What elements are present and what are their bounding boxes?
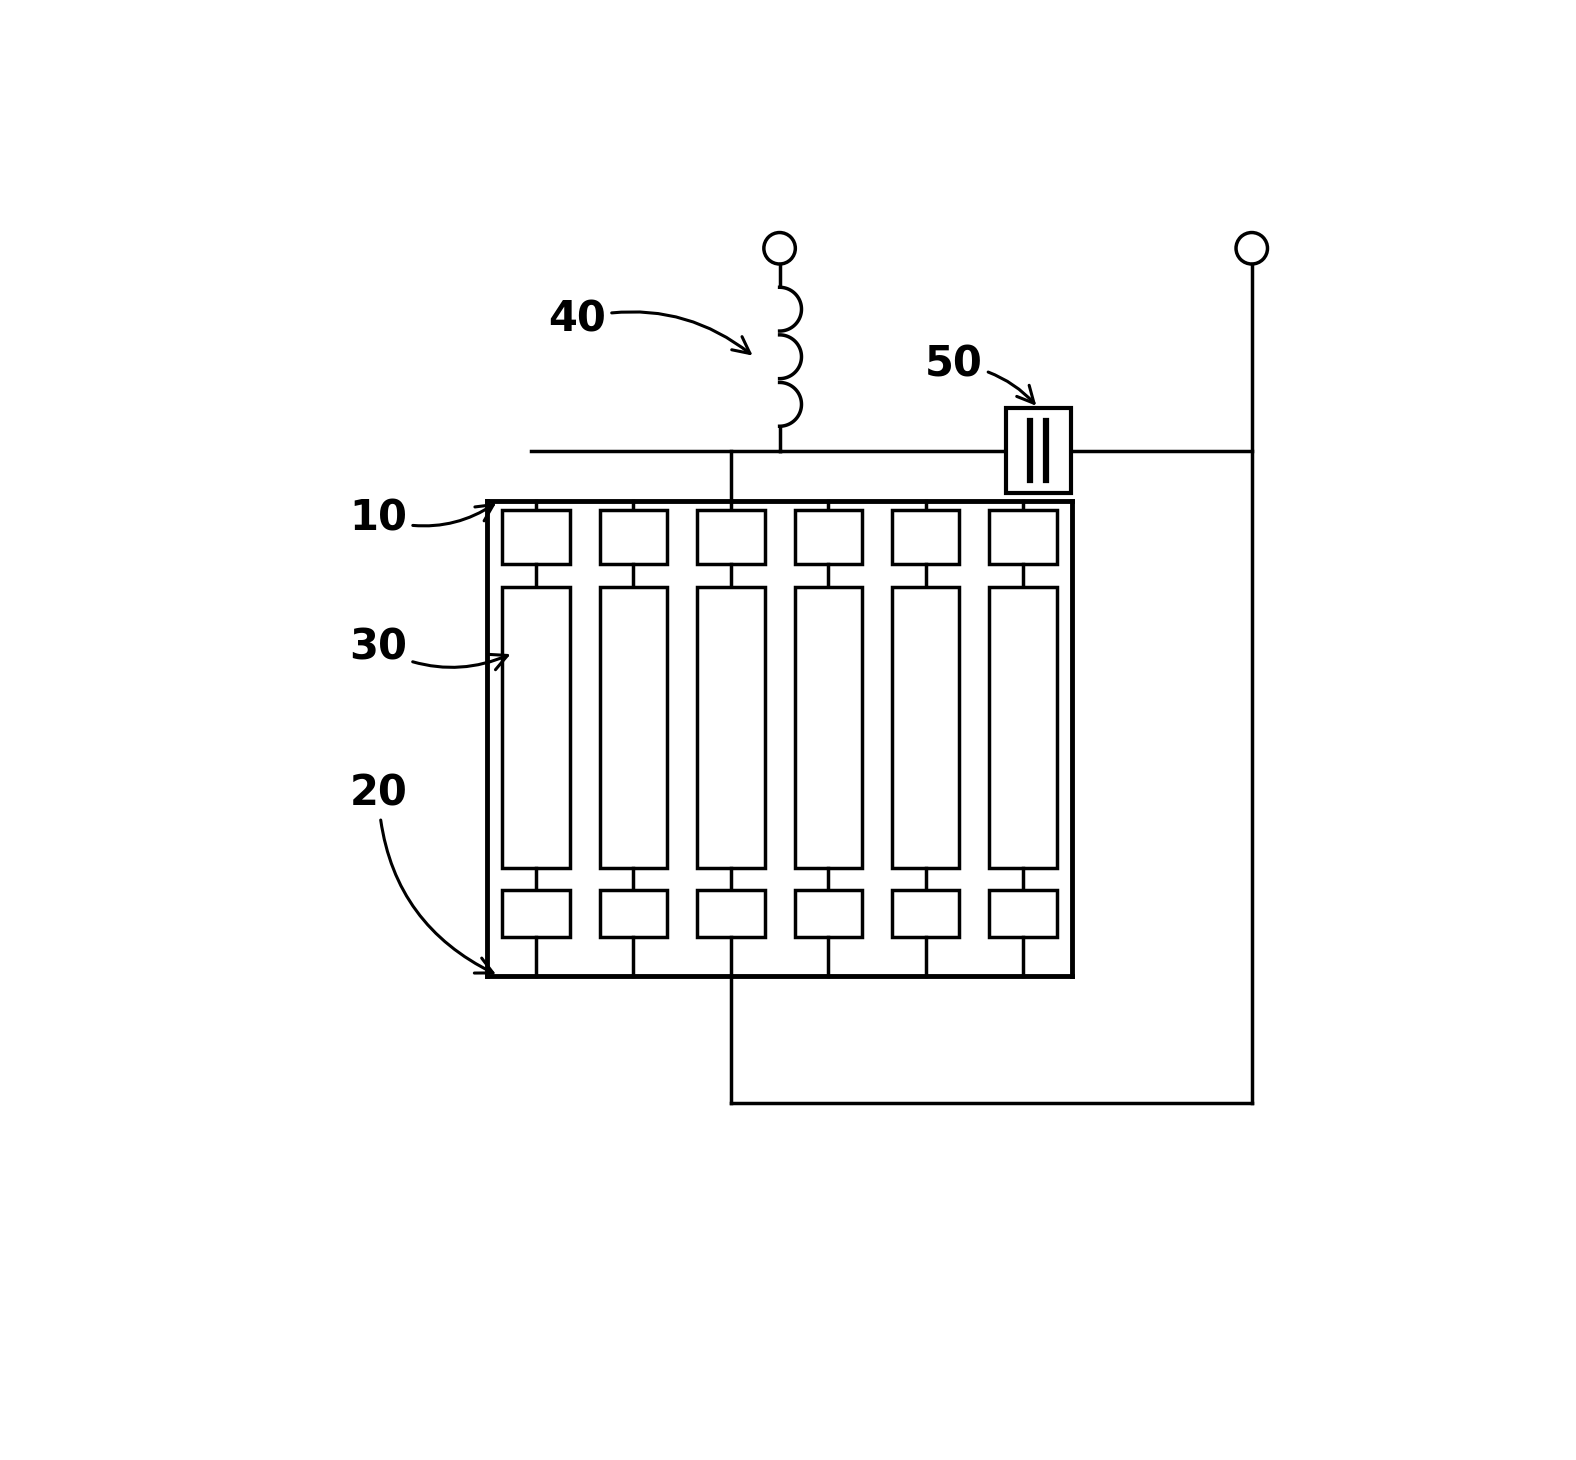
Bar: [503, 587, 571, 867]
Text: 10: 10: [350, 496, 493, 539]
Text: 40: 40: [548, 298, 750, 353]
Bar: [503, 510, 571, 564]
Text: 30: 30: [350, 626, 507, 670]
Bar: [892, 587, 960, 867]
Bar: [600, 510, 667, 564]
Bar: [990, 510, 1057, 564]
Bar: [892, 891, 960, 937]
Bar: [600, 891, 667, 937]
Bar: [990, 891, 1057, 937]
Bar: [697, 587, 764, 867]
Bar: [990, 587, 1057, 867]
Bar: [503, 891, 571, 937]
Bar: [697, 891, 764, 937]
Bar: [794, 587, 862, 867]
Bar: [1005, 409, 1070, 493]
Bar: [794, 891, 862, 937]
Bar: [892, 510, 960, 564]
Bar: [697, 510, 764, 564]
Bar: [600, 587, 667, 867]
Text: 20: 20: [350, 772, 493, 972]
Text: 50: 50: [925, 343, 1034, 403]
Bar: [794, 510, 862, 564]
